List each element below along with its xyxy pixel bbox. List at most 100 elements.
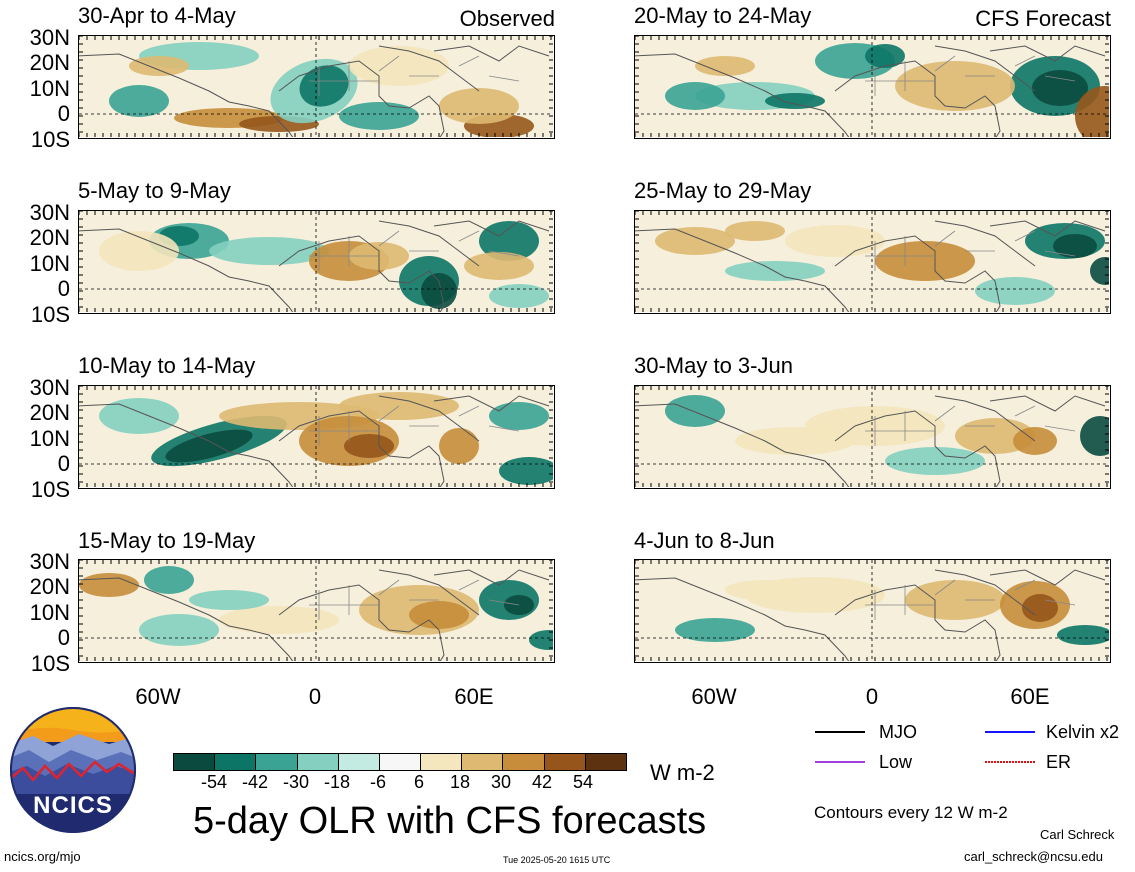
olr-anomaly-patch — [1080, 416, 1109, 456]
colorbar-cell — [461, 753, 504, 771]
olr-anomaly-patch — [339, 102, 419, 130]
olr-anomaly-patch — [299, 65, 349, 107]
olr-anomaly-patch — [489, 402, 549, 430]
panel-title-4: 15-May to 19-May — [78, 528, 256, 553]
olr-field — [79, 211, 553, 312]
colorbar-tick-label: 42 — [531, 772, 553, 792]
panel-title-3: 10-May to 14-May — [78, 353, 256, 378]
olr-map-forecast-4 — [634, 559, 1111, 663]
lat-label: 30N — [29, 200, 70, 225]
lat-label: 10N — [29, 76, 70, 101]
olr-anomaly-patch — [209, 237, 329, 265]
olr-anomaly-patch — [144, 566, 194, 594]
panel-title-2: 5-May to 9-May — [78, 178, 231, 203]
contour-note: Contours every 12 W m-2 — [814, 803, 1008, 822]
lat-label: 10S — [30, 477, 70, 502]
olr-anomaly-patch — [99, 398, 179, 434]
lon-label: 0 — [865, 684, 879, 709]
olr-anomaly-patch — [349, 46, 449, 86]
panel-title-1: 30-Apr to 4-May — [78, 3, 236, 28]
olr-anomaly-patch — [1032, 70, 1088, 106]
lon-label: 0 — [308, 684, 322, 709]
olr-anomaly-patch — [875, 241, 975, 281]
olr-anomaly-patch — [905, 580, 1005, 620]
coastline — [79, 569, 550, 661]
olr-anomaly-patch — [735, 427, 855, 455]
olr-field — [635, 36, 1109, 137]
coastline — [79, 45, 550, 137]
colorbar-cell — [543, 753, 586, 771]
olr-map-observed-2 — [78, 210, 555, 314]
ncics-logo: NCICS — [9, 706, 137, 834]
colorbar-tick-label: -6 — [369, 772, 386, 792]
colorbar-cell — [420, 753, 463, 771]
country-borders — [865, 230, 1076, 271]
olr-anomaly-patch — [139, 614, 219, 646]
legend-label-mjo: MJO — [879, 722, 917, 742]
lat-label: 30N — [29, 549, 70, 574]
lat-label: 0 — [57, 101, 70, 126]
colorbar-cell — [255, 753, 298, 771]
timestamp: Tue 2025-05-20 1615 UTC — [503, 855, 611, 865]
olr-field — [79, 560, 553, 661]
coastline — [635, 569, 1106, 661]
olr-anomaly-patch — [489, 284, 549, 308]
olr-anomaly-patch — [725, 221, 785, 241]
olr-anomaly-patch — [1075, 86, 1109, 137]
olr-anomaly-patch — [665, 82, 725, 110]
olr-anomaly-patch — [79, 573, 139, 597]
olr-anomaly-patch — [129, 56, 189, 76]
country-borders — [309, 230, 520, 271]
observed-label: Observed — [459, 6, 555, 31]
legend-label-low: Low — [879, 752, 913, 772]
colorbar-cell — [337, 753, 380, 771]
olr-anomaly-patch — [479, 221, 539, 261]
olr-map-forecast-2 — [634, 210, 1111, 314]
colorbar-tick-label: -54 — [200, 772, 227, 792]
lon-label: 60E — [1010, 684, 1050, 709]
legend-label-er: ER — [1046, 752, 1072, 772]
olr-anomaly-patch — [765, 93, 825, 109]
lat-label: 10S — [30, 651, 70, 676]
olr-anomaly-patch — [865, 44, 905, 68]
colorbar-cell — [584, 753, 627, 771]
lat-label: 10N — [29, 600, 70, 625]
lat-label: 30N — [29, 375, 70, 400]
author-email: carl_schreck@ncsu.edu — [964, 849, 1103, 864]
coastline — [635, 220, 1106, 312]
olr-field — [79, 36, 553, 137]
coastline — [635, 395, 1106, 487]
lat-label: 20N — [29, 225, 70, 250]
olr-anomaly-patch — [1057, 625, 1109, 645]
country-borders — [309, 579, 520, 620]
site-url: ncics.org/mjo — [4, 849, 81, 864]
panel-title-8: 4-Jun to 8-Jun — [634, 528, 775, 553]
olr-anomaly-patch — [885, 447, 985, 475]
olr-anomaly-patch — [895, 61, 1015, 111]
olr-map-forecast-1 — [634, 35, 1111, 139]
olr-field — [635, 560, 1109, 661]
lat-label: 10S — [30, 302, 70, 327]
colorbar-tick-label: 54 — [572, 772, 594, 792]
colorbar — [173, 753, 627, 771]
olr-anomaly-patch — [189, 590, 269, 610]
olr-anomaly-patch — [695, 56, 755, 76]
olr-anomaly-patch — [975, 277, 1055, 305]
olr-anomaly-patch — [1053, 234, 1097, 258]
olr-anomaly-patch — [785, 225, 885, 257]
lat-label: 10S — [30, 127, 70, 152]
colorbar-cell — [214, 753, 257, 771]
colorbar-labels: -54 -42 -30 -18 -6 6 18 30 42 54 — [173, 773, 626, 793]
forecast-label: CFS Forecast — [975, 6, 1111, 31]
colorbar-cell — [378, 753, 422, 771]
colorbar-tick-label: -18 — [323, 772, 350, 792]
coastline — [635, 45, 1106, 137]
olr-anomaly-patch — [665, 395, 725, 427]
coastline — [79, 220, 550, 312]
lat-label: 20N — [29, 400, 70, 425]
olr-anomaly-patch — [99, 231, 179, 271]
coastline — [79, 395, 550, 487]
olr-anomaly-patch — [219, 606, 339, 634]
olr-map-observed-3 — [78, 385, 555, 489]
lat-label: 20N — [29, 574, 70, 599]
